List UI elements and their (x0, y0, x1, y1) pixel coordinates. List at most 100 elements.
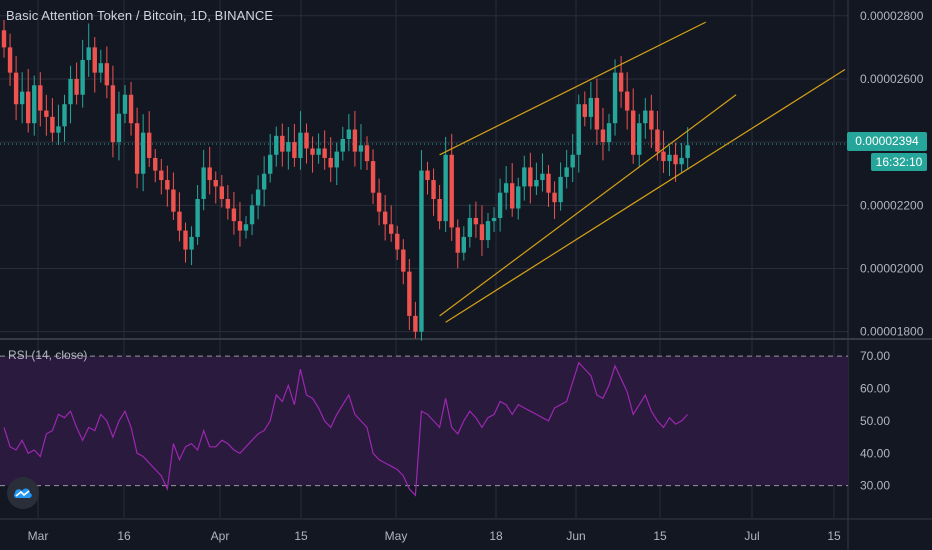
candle-body (558, 176, 563, 203)
candle-body (419, 170, 424, 332)
candle-body (643, 110, 648, 124)
candle-body (44, 110, 49, 117)
trendline (445, 68, 846, 323)
candle-body (316, 148, 321, 155)
candle-body (56, 126, 61, 133)
candle-body (352, 129, 358, 152)
candle-body (503, 183, 509, 193)
candle-body (98, 63, 103, 73)
candle-body (600, 129, 606, 143)
candle-body (159, 170, 164, 181)
candle-body (546, 173, 551, 193)
price-axis-tick: 0.00001800 (860, 325, 924, 339)
time-axis-tick: Mar (28, 529, 49, 543)
candle-body (225, 199, 231, 209)
candle-body (26, 91, 31, 124)
candle-body (1, 30, 7, 48)
candle-body (685, 145, 690, 158)
candle-body (655, 129, 660, 152)
candle-body (522, 167, 527, 187)
candle-body (467, 217, 473, 237)
candle-body (177, 211, 182, 231)
candle-body (576, 104, 581, 155)
candle-body (667, 154, 672, 162)
price-axis-tick: 0.00002000 (860, 262, 924, 276)
candle-body (122, 94, 128, 114)
candle-body (92, 47, 97, 73)
candle-body (171, 189, 176, 212)
candle-body (594, 97, 600, 130)
candle-body (74, 78, 79, 95)
candle-body (231, 208, 237, 222)
candle-body (195, 199, 200, 237)
candle-body (534, 180, 539, 187)
time-axis-tick: Jul (744, 529, 759, 543)
candle-body (588, 97, 594, 117)
rsi-axis-tick: 30.00 (860, 479, 890, 493)
candle-body (540, 173, 545, 181)
price-axis-tick: 0.00002200 (860, 198, 924, 212)
rsi-axis-tick: 60.00 (860, 382, 890, 396)
candle-body (334, 151, 339, 168)
candle-body (110, 85, 116, 143)
rsi-label: RSI (14, close) (8, 348, 88, 362)
time-axis-tick: Apr (211, 529, 230, 543)
candle-body (425, 170, 430, 181)
candle-body (473, 217, 479, 225)
candle-body (219, 186, 224, 200)
candle-body (201, 167, 206, 200)
candle-body (661, 151, 666, 162)
candle-body (261, 173, 267, 190)
candle-body (376, 192, 382, 212)
price-axis-tick: 0.00002800 (860, 9, 924, 23)
candle-body (637, 123, 642, 155)
candle-body (268, 154, 273, 174)
candle-body (292, 142, 297, 158)
candle-body (165, 180, 170, 190)
candle-body (68, 78, 73, 105)
last-price-badge: 0.00002394 (847, 132, 927, 151)
candle-body (134, 123, 140, 174)
candle-body (552, 192, 557, 203)
candle-body (395, 233, 400, 250)
candle-body (431, 180, 436, 200)
candle-body (104, 63, 110, 86)
candle-body (346, 129, 352, 139)
time-axis-tick: 15 (294, 529, 308, 543)
rsi-line (3, 361, 689, 497)
candle-body (631, 110, 636, 155)
candle-body (274, 135, 279, 155)
candle-body (310, 148, 315, 155)
candle-body (322, 148, 327, 158)
time-axis-tick: 15 (827, 529, 841, 543)
candle-body (389, 224, 394, 234)
candle-body (407, 271, 412, 316)
time-axis-tick: 16 (117, 529, 131, 543)
candle-body (237, 221, 243, 231)
candle-body (207, 167, 212, 181)
candle-body (304, 132, 309, 149)
candle-body (491, 217, 497, 222)
tradingview-cloud-icon[interactable] (7, 477, 39, 509)
trendline (439, 21, 707, 156)
candle-body (38, 85, 43, 111)
candle-body (249, 205, 255, 225)
candle-body (443, 154, 448, 222)
candle-body (461, 236, 466, 253)
candle-body (62, 104, 67, 127)
candle-body (7, 47, 13, 73)
candle-body (280, 135, 285, 152)
rsi-band (0, 356, 848, 486)
candle-body (528, 167, 533, 187)
candle-body (298, 132, 303, 158)
candle-body (449, 154, 454, 228)
candle-body (479, 224, 485, 241)
candle-body (510, 183, 515, 209)
candle-body (370, 161, 376, 193)
candle-body (437, 199, 442, 222)
candle-body (624, 91, 630, 111)
candle-body (340, 138, 345, 152)
candle-body (147, 132, 152, 158)
